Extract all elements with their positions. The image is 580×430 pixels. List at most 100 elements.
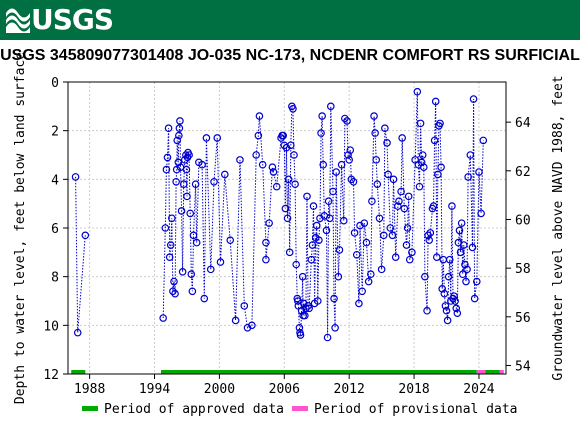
y-axis-right-label: Groundwater level above NAVD 1988, feet: [551, 75, 566, 380]
data-point: [367, 270, 375, 279]
data-point: [279, 131, 288, 140]
data-point: [281, 204, 290, 213]
data-point: [370, 112, 378, 120]
data-point: [368, 197, 376, 206]
data-point: [403, 224, 412, 232]
data-point: [292, 260, 300, 269]
data-point: [331, 323, 339, 332]
data-point: [335, 246, 344, 254]
data-point: [358, 287, 366, 296]
data-point: [397, 187, 405, 196]
data-point: [377, 265, 386, 274]
data-point: [302, 304, 310, 313]
data-point: [477, 209, 485, 218]
x-tick-label: 2018: [398, 382, 429, 397]
data-point: [323, 333, 332, 342]
data-point: [172, 177, 180, 186]
data-point: [469, 95, 478, 103]
data-point: [343, 117, 351, 125]
data-point: [191, 180, 200, 189]
data-point: [352, 250, 361, 259]
data-point: [185, 151, 193, 159]
data-point: [453, 309, 462, 317]
data-point: [299, 299, 308, 308]
data-point: [364, 277, 373, 286]
data-point: [334, 272, 343, 281]
data-point: [317, 129, 325, 137]
y-tick-label-right: 64: [515, 116, 531, 131]
data-point: [386, 224, 395, 232]
data-point: [375, 214, 384, 223]
data-point: [268, 163, 277, 171]
data-point: [391, 253, 400, 262]
data-point: [443, 316, 452, 325]
data-point: [457, 219, 466, 227]
data-point: [165, 253, 174, 262]
data-point: [417, 158, 426, 167]
data-point: [475, 168, 483, 176]
data-point: [416, 119, 425, 128]
data-point: [174, 158, 183, 167]
data-point: [444, 272, 453, 281]
data-point: [162, 165, 171, 174]
data-point: [81, 231, 90, 240]
data-point: [183, 192, 191, 201]
data-point: [71, 173, 80, 181]
data-point: [269, 168, 278, 176]
y-tick-label-left: 12: [43, 368, 59, 383]
data-point: [316, 214, 324, 223]
data-point: [339, 216, 348, 225]
data-point: [236, 156, 244, 164]
data-point: [402, 241, 411, 249]
usgs-logo-icon: [6, 8, 30, 33]
y-tick-label-left: 10: [43, 319, 59, 334]
data-point: [415, 182, 424, 191]
y-axis-left: 0 2 4 6 8 10 12: [43, 76, 68, 383]
data-point: [314, 297, 322, 305]
data-point: [395, 197, 403, 206]
data-point: [163, 153, 172, 162]
approved-period-bar: [71, 370, 86, 374]
data-point: [332, 168, 341, 176]
data-point: [173, 136, 182, 145]
data-point: [460, 241, 468, 249]
data-point: [168, 214, 176, 223]
data-point: [200, 294, 209, 303]
y-tick-label-left: 4: [51, 173, 59, 188]
data-point: [265, 219, 273, 227]
data-point: [307, 255, 316, 264]
data-point: [198, 160, 206, 169]
data-point: [303, 192, 311, 201]
data-point: [248, 321, 256, 330]
data-point: [350, 229, 359, 237]
data-point: [283, 214, 292, 223]
data-point: [296, 331, 305, 339]
data-point: [262, 255, 270, 264]
data-point: [289, 104, 297, 113]
data-point: [405, 255, 414, 264]
data-point: [425, 236, 434, 244]
data-point: [202, 134, 211, 142]
data-point: [337, 160, 346, 169]
data-point: [169, 287, 177, 296]
data-point: [434, 170, 442, 179]
data-point: [463, 265, 471, 274]
data-point: [466, 151, 475, 159]
data-point: [231, 316, 240, 325]
data-point: [188, 287, 197, 296]
data-point: [210, 177, 218, 186]
data-point: [362, 238, 371, 247]
data-point: [182, 165, 191, 174]
data-point: [295, 323, 304, 332]
data-point: [298, 272, 307, 281]
data-point: [421, 272, 429, 281]
data-point: [285, 248, 294, 257]
approved-period-bar: [161, 370, 477, 374]
data-point: [252, 151, 260, 159]
data-point: [462, 277, 470, 286]
data-point: [255, 112, 264, 120]
data-point: [166, 241, 175, 249]
data-point: [254, 131, 263, 140]
data-point: [432, 253, 441, 262]
data-point: [431, 97, 440, 106]
